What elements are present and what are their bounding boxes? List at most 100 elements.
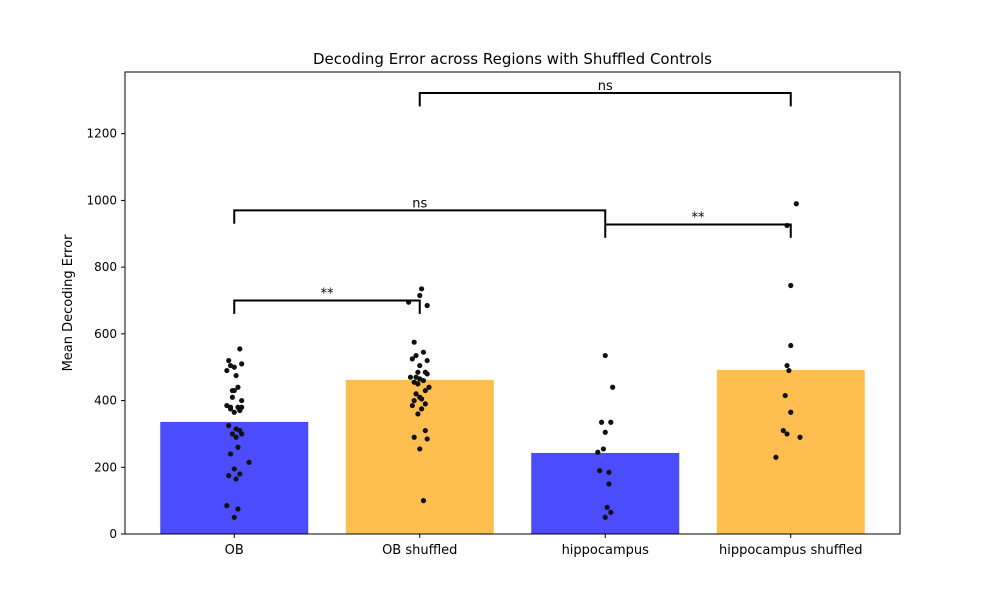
data-point [602,429,608,435]
data-point [227,362,234,369]
data-point [417,292,423,299]
data-point [595,449,601,455]
data-point [424,436,430,442]
data-point [420,498,427,504]
data-point [606,481,612,487]
data-point [233,372,239,379]
points-layer [224,201,803,520]
axes-layer: 0 200 400 600 800 1000 1200 OB OB shuffled hippoc… [86,127,862,558]
data-point [229,387,235,394]
data-point [424,371,430,377]
data-point [224,367,230,374]
data-point [419,396,425,402]
bar [716,369,865,534]
data-point [602,514,608,520]
data-point [227,404,234,410]
data-point [773,454,779,460]
data-point [797,434,803,440]
y-tick-label: 1200 [86,127,117,141]
significance-label: ns [598,79,613,94]
data-point [784,362,790,369]
data-point [411,434,417,440]
data-point [239,361,245,367]
data-point [422,427,428,434]
data-point [420,377,427,384]
brackets-layer: ** ns ** ns [233,79,792,314]
significance-bracket [233,209,607,224]
y-axis-label: Mean Decoding Error [61,234,76,371]
data-point [231,514,237,520]
data-point [610,384,616,390]
data-point [786,367,792,374]
data-point [226,357,232,364]
y-tick-label: 800 [94,260,117,274]
data-point [793,201,799,207]
bar [531,452,680,534]
significance-bracket [418,92,792,107]
data-point [608,419,614,425]
data-point [229,394,235,400]
y-tick-label: 600 [94,327,117,341]
data-point [780,427,786,434]
data-point [239,404,245,410]
significance-bracket [604,223,792,238]
data-point [419,406,425,412]
data-point [600,446,606,452]
data-point [417,362,423,369]
data-point [782,392,788,399]
data-point [411,339,417,345]
data-point [411,397,417,404]
data-point [407,374,414,380]
data-point [409,402,415,409]
data-point [233,476,239,482]
y-tick-label: 1000 [86,193,117,207]
bar [345,379,494,534]
data-point [409,356,415,362]
data-point [224,503,230,509]
data-point [420,349,427,355]
data-point [604,504,610,510]
significance-label: ** [321,286,335,301]
data-point [788,342,794,349]
data-point [233,434,239,440]
data-point [602,352,608,359]
data-point [237,427,243,434]
data-point [424,302,430,309]
data-point [413,374,419,380]
data-point [788,282,794,289]
significance-label: ** [692,210,706,225]
data-point [417,446,423,452]
data-point [608,509,614,515]
data-point [226,473,232,479]
y-tick-label: 400 [94,394,117,408]
chart-title: Decoding Error across Regions with Shuff… [313,50,712,68]
data-point [226,422,232,429]
y-tick-label: 200 [94,460,117,474]
data-point [415,369,421,375]
data-point [231,466,237,472]
data-point [413,391,419,397]
x-tick-label: hippocampus [562,543,650,558]
data-point [235,506,241,512]
data-point [227,451,234,457]
data-point [231,409,237,415]
data-point [597,468,603,474]
data-point [419,286,425,292]
data-point [606,469,612,475]
data-point [413,352,419,359]
x-tick-label: OB [225,543,244,558]
data-point [235,384,241,390]
data-point [784,431,790,437]
data-point [237,471,243,477]
data-point [422,387,428,394]
data-point [235,444,241,450]
significance-label: ns [412,196,427,211]
plot-frame [124,71,901,535]
data-point [415,381,421,387]
data-point [422,401,428,407]
significance-bracket [233,299,421,314]
data-point [229,431,235,437]
x-tick-label: OB shuffled [382,543,457,558]
data-point [424,357,430,364]
